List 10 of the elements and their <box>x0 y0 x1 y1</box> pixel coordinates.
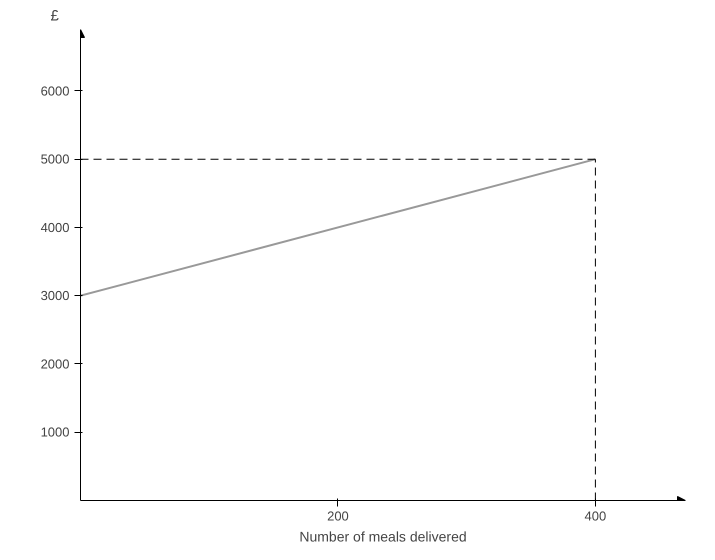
y-tick-label: 6000 <box>40 83 70 98</box>
y-tick-label: 3000 <box>40 288 70 304</box>
y-tick-label: 5000 <box>40 152 70 167</box>
y-tick-label: 2000 <box>40 356 70 372</box>
y-tick-label: 1000 <box>40 424 70 440</box>
y-tick-label: 4000 <box>40 220 70 235</box>
x-tick-label: 400 <box>584 508 606 524</box>
y-axis-title: £ <box>50 8 60 24</box>
x-axis-title: Number of meals delivered <box>299 528 467 544</box>
x-tick-label: 200 <box>327 508 349 524</box>
